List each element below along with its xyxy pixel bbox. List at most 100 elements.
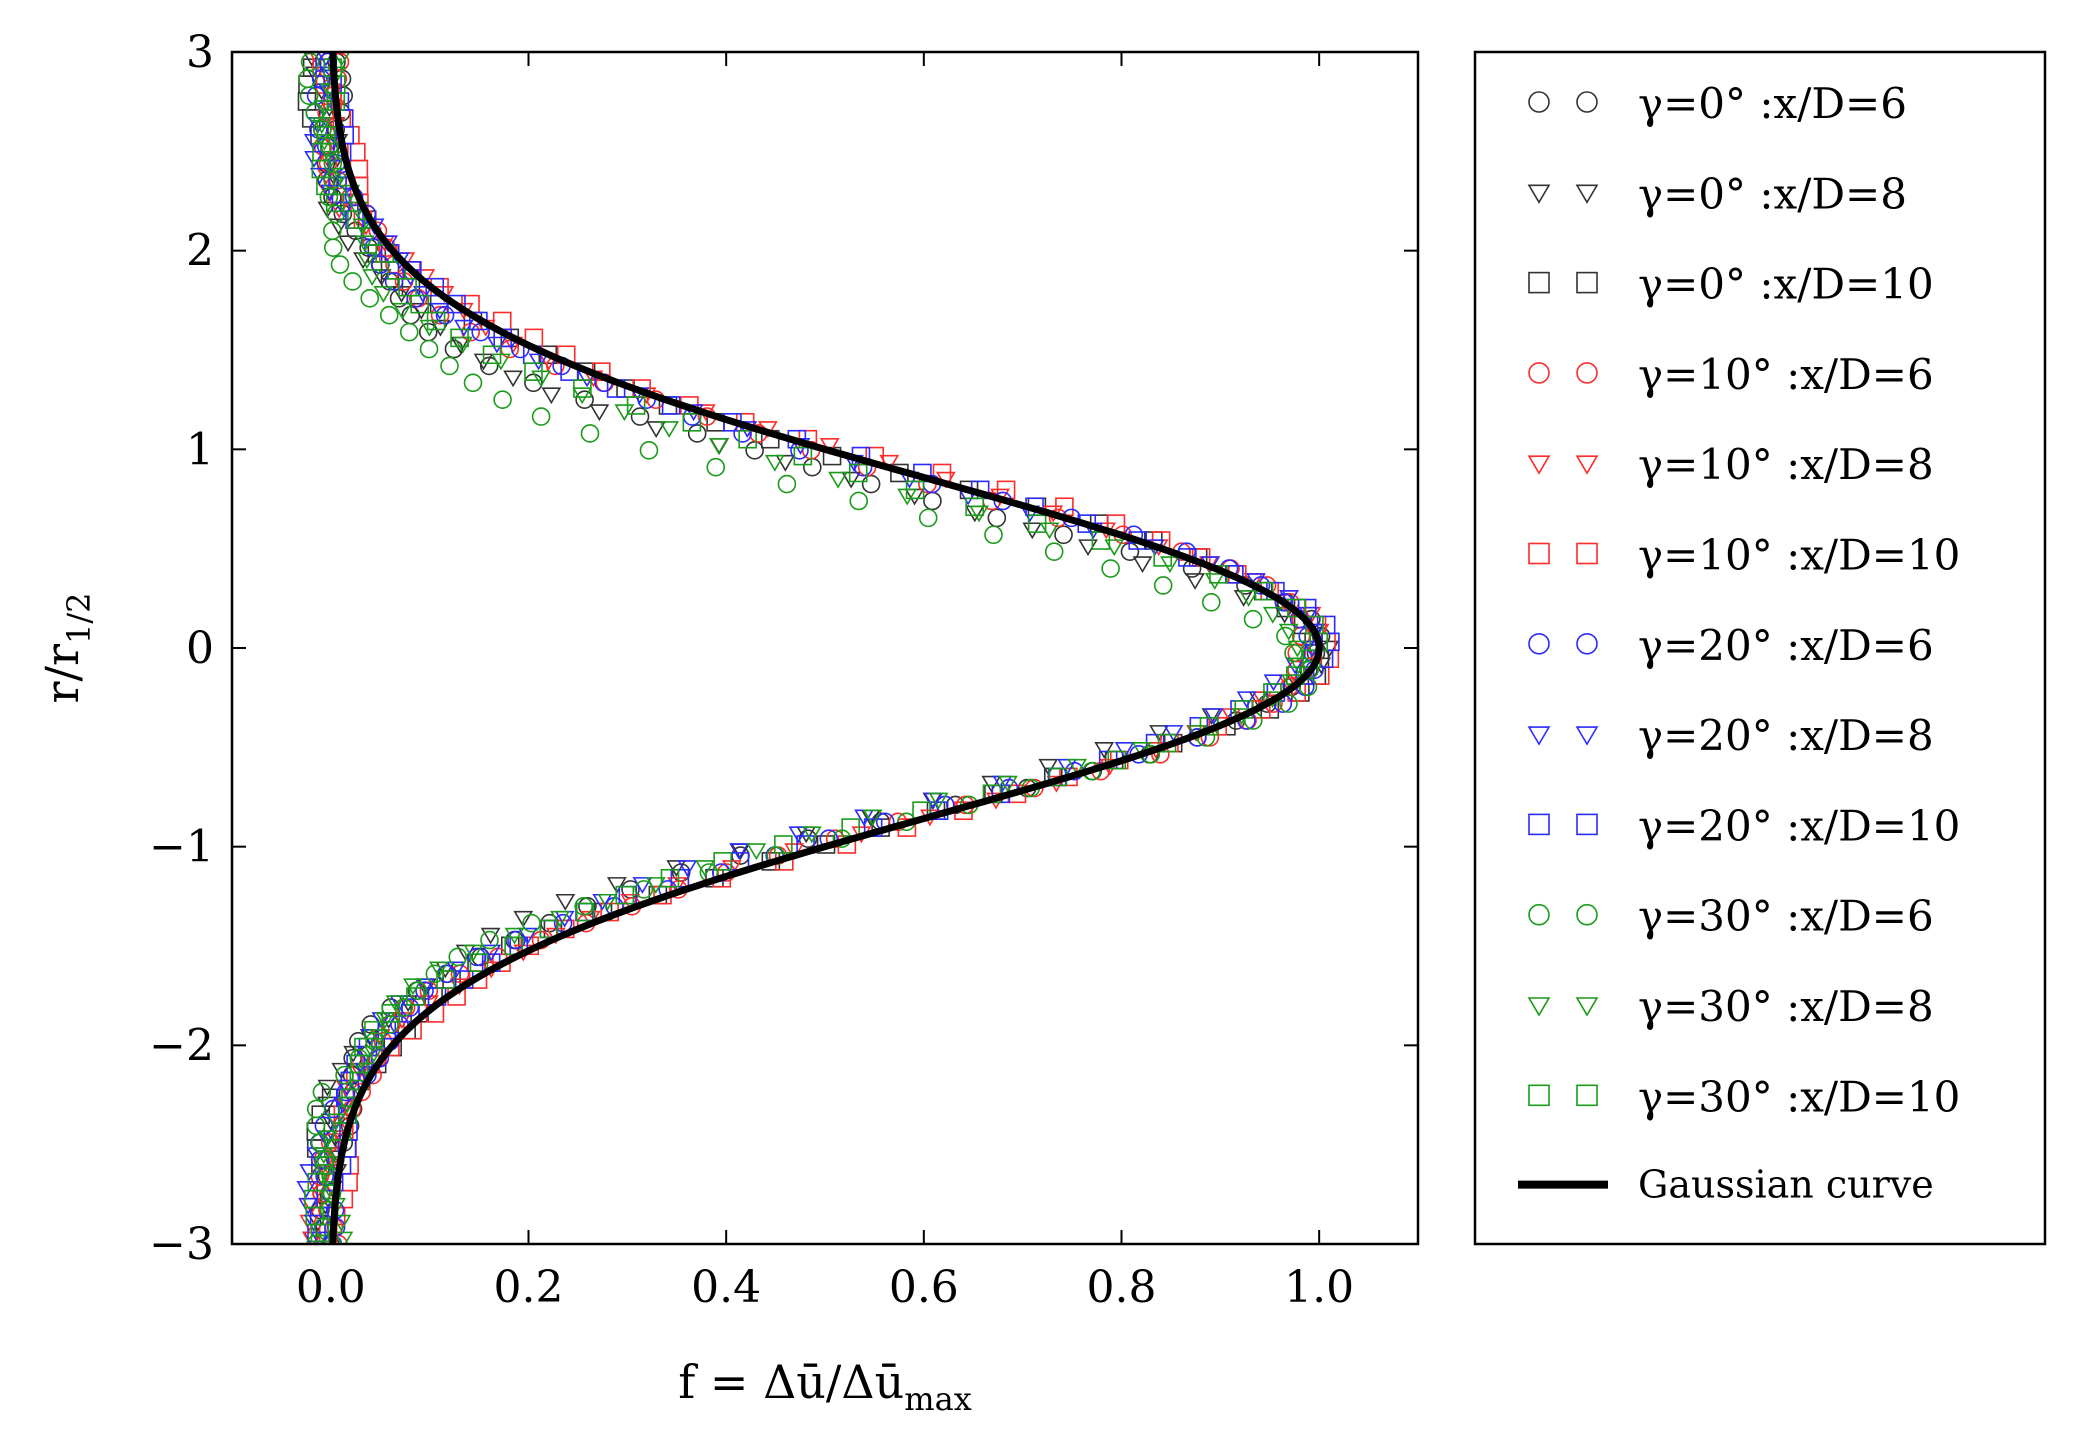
data-point [1254,581,1274,601]
data-point [352,218,373,236]
legend-marker [1575,184,1599,204]
data-point [793,446,813,466]
data-point [333,204,353,224]
data-point [311,117,332,134]
data-point [708,438,729,455]
y-axis-label: r/r1/2 [35,593,98,704]
y-tick-label: 0 [186,623,214,674]
legend-label: γ=0° :x/D=6 [1638,79,1907,128]
legend-marker [1575,726,1599,746]
data-point [849,491,869,511]
legend-label: γ=20° :x/D=8 [1638,711,1934,760]
legend-label: γ=10° :x/D=8 [1638,440,1934,489]
legend-marker [1576,1084,1598,1107]
data-point [965,497,984,517]
data-point [326,204,346,224]
data-point [507,930,526,950]
legend: γ=0° :x/D=6 γ=0° :x/D=8 γ=0° :x/D=10 γ=10° … [1518,79,1960,1207]
data-point [330,255,350,274]
x-tick-label: 0.4 [691,1262,761,1313]
y-tick-label: −2 [149,1020,214,1071]
legend-label: γ=10° :x/D=10 [1638,531,1960,580]
data-point [381,1004,401,1023]
data-point [1243,609,1263,629]
data-point [746,843,767,861]
data-point [384,272,404,291]
legend-item: γ=30° :x/D=8 [1527,982,1934,1031]
legend-label: γ=30° :x/D=8 [1638,982,1934,1031]
data-point [330,167,351,185]
data-point [1287,640,1308,658]
data-point [425,964,445,984]
data-point [729,843,749,861]
data-point [1203,708,1224,726]
y-tick-label: 1 [186,424,214,475]
data-point [403,978,423,996]
data-point [1044,542,1064,561]
data-point [1132,556,1153,574]
data-point [371,255,390,274]
data-point [1262,606,1283,624]
data-point [764,454,785,472]
data-point [360,289,380,308]
data-point [333,1231,354,1244]
legend-item: γ=30° :x/D=6 [1528,892,1934,941]
data-point [1263,674,1284,692]
data-point [528,353,549,371]
legend-item: γ=0° :x/D=8 [1527,169,1907,218]
data-point [436,970,455,989]
data-point [574,896,593,916]
x-tick-label: 0.2 [494,1262,564,1313]
data-point [440,356,459,376]
data-point [580,424,600,443]
legend-marker [1527,455,1551,475]
gaussian-curve-group [329,52,1323,1244]
legend-marker [1575,997,1599,1017]
legend-label: γ=0° :x/D=8 [1638,169,1907,218]
legend-marker [1576,91,1598,113]
data-point [369,1029,389,1046]
y-tick-label: 3 [186,27,214,78]
data-point [379,305,399,325]
data-point [300,52,320,72]
legend-label: γ=30° :x/D=10 [1638,1072,1960,1121]
data-point [385,995,406,1013]
data-point [646,421,667,438]
data-point [430,305,450,325]
legend-marker [1576,542,1598,565]
data-point [659,421,680,438]
legend-label: Gaussian curve [1638,1163,1934,1207]
legend-marker [1527,184,1551,204]
data-point [347,210,366,229]
data-point [775,454,796,472]
legend-marker [1528,362,1550,384]
data-point [354,235,375,253]
data-point [670,868,690,888]
legend-label: γ=20° :x/D=10 [1638,801,1960,850]
data-point [513,910,534,928]
data-point [1279,694,1298,713]
data-point [309,167,330,185]
data-point [862,809,883,827]
data-point [362,269,383,286]
data-point [1101,559,1120,578]
x-tick-label: 0.6 [889,1262,959,1313]
data-point [453,336,473,354]
data-point [801,826,822,844]
data-point [572,387,593,405]
data-point [487,336,507,354]
data-point [304,150,324,168]
data-point [555,893,576,911]
data-point [312,1082,332,1102]
gaussian-curve [329,52,1323,1244]
data-point [469,953,489,972]
data-point [306,1234,325,1244]
data-point [314,100,334,118]
legend-item: γ=0° :x/D=6 [1528,79,1907,128]
data-point [387,261,406,280]
data-point [398,277,417,297]
data-point [380,1015,399,1034]
legend-marker [1528,91,1550,113]
data-point [357,204,377,224]
data-point [1054,525,1073,545]
